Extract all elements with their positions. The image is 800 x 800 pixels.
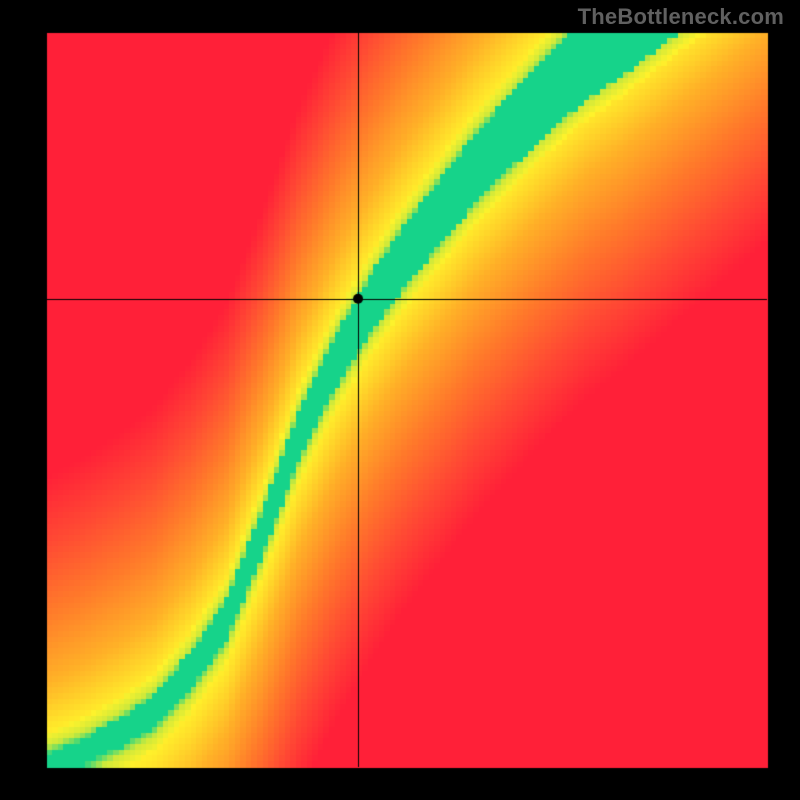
bottleneck-heatmap bbox=[0, 0, 800, 800]
watermark-text: TheBottleneck.com bbox=[578, 4, 784, 30]
chart-container: { "watermark": { "text": "TheBottleneck.… bbox=[0, 0, 800, 800]
